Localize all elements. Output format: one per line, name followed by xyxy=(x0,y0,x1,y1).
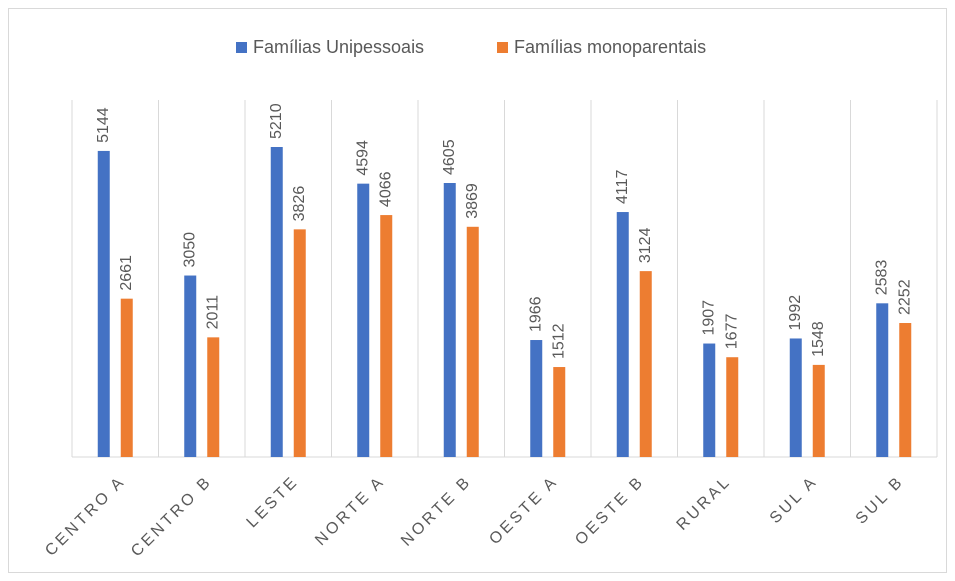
data-label: 3869 xyxy=(464,183,481,219)
data-label: 1512 xyxy=(550,323,567,359)
data-label: 3050 xyxy=(181,232,198,268)
bar xyxy=(703,343,716,457)
bar xyxy=(97,150,110,457)
bar xyxy=(616,212,629,457)
bar xyxy=(270,147,283,457)
data-label: 1548 xyxy=(810,321,827,357)
bar xyxy=(293,229,306,457)
data-label: 4066 xyxy=(377,171,394,207)
data-label: 4605 xyxy=(441,139,458,175)
data-label: 4594 xyxy=(354,140,371,176)
bar xyxy=(639,271,652,457)
bar xyxy=(553,367,566,457)
bar xyxy=(876,303,889,457)
legend-swatch xyxy=(236,42,247,53)
data-label: 1677 xyxy=(723,314,740,350)
data-label: 3826 xyxy=(291,186,308,222)
data-label: 2583 xyxy=(873,260,890,296)
bar xyxy=(789,338,802,457)
bar xyxy=(380,215,393,457)
data-label: 5144 xyxy=(95,107,112,143)
data-label: 4117 xyxy=(614,170,631,205)
legend-swatch xyxy=(497,42,508,53)
bar xyxy=(357,183,370,458)
bar xyxy=(530,340,543,457)
data-label: 2661 xyxy=(118,255,135,291)
bar xyxy=(726,357,739,457)
data-label: 5210 xyxy=(268,103,285,139)
bar xyxy=(443,183,456,457)
data-label: 1907 xyxy=(700,300,717,336)
bar xyxy=(812,364,825,457)
bar xyxy=(120,298,133,457)
data-label: 2011 xyxy=(204,295,221,330)
legend-label: Famílias Unipessoais xyxy=(253,37,424,57)
bar xyxy=(466,226,479,457)
data-label: 3124 xyxy=(637,227,654,263)
data-label: 2252 xyxy=(896,279,913,315)
bar xyxy=(184,275,197,457)
data-label: 1966 xyxy=(527,296,544,332)
bar xyxy=(207,337,220,457)
bar xyxy=(899,323,912,457)
legend-label: Famílias monoparentais xyxy=(514,37,706,57)
data-label: 1992 xyxy=(787,295,804,331)
